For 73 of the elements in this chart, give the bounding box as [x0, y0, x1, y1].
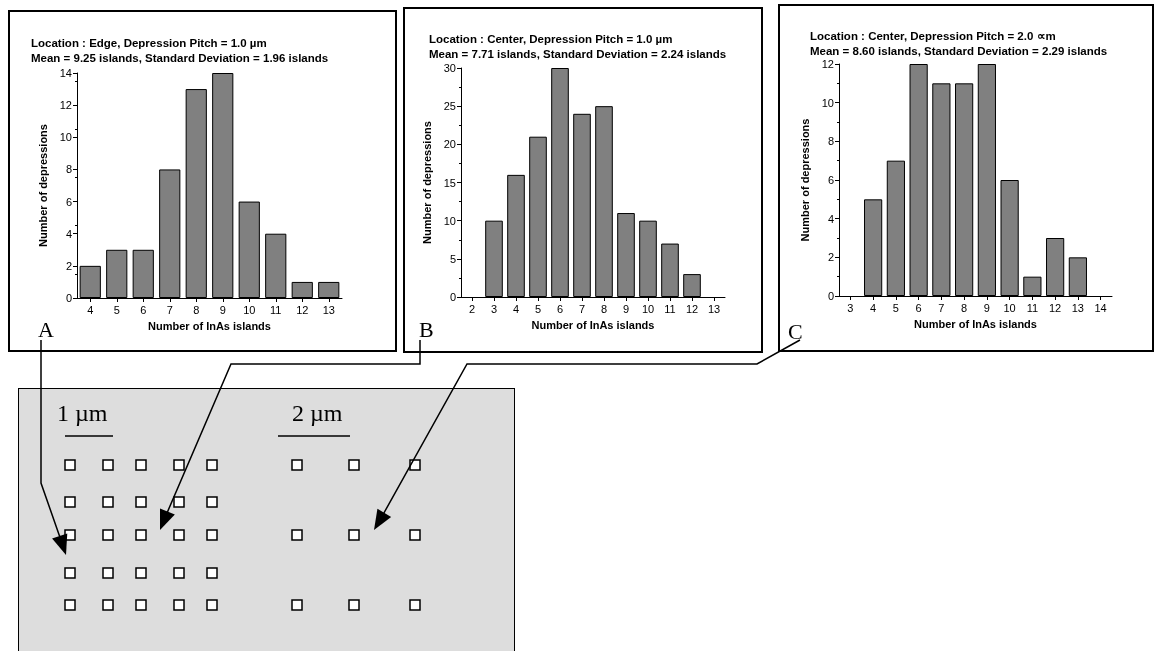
x-tick-label: 8: [961, 301, 968, 314]
x-tick-label: 11: [270, 303, 282, 316]
y-tick-label: 6: [65, 195, 72, 208]
y-tick-label: 12: [59, 99, 72, 112]
x-tick-label: 8: [193, 303, 200, 316]
y-tick-label: 10: [443, 214, 456, 227]
y-tick-label: 12: [821, 58, 834, 70]
x-tick-label: 5: [892, 301, 899, 314]
x-tick-label: 14: [1094, 301, 1107, 314]
x-tick-label: 9: [622, 302, 630, 315]
text: B: [419, 316, 434, 342]
x-tick-label: 7: [938, 301, 945, 314]
y-tick-label: 8: [65, 163, 72, 176]
y-tick-label: 4: [65, 227, 72, 240]
x-tick-label: 12: [1049, 301, 1062, 314]
y-tick-label: 2: [827, 251, 834, 264]
chart-subtitle: Mean = 7.71 islands, Standard Deviation = 2.24 islands: [429, 48, 727, 60]
y-tick-label: 8: [827, 135, 834, 148]
y-tick-label: 0: [827, 290, 834, 302]
y-tick-label: 10: [821, 96, 834, 109]
x-tick-label: 8: [600, 302, 608, 315]
x-tick-label: 4: [870, 301, 877, 314]
chart-title: Location : Center, Depression Pitch = 1.0 µm: [429, 33, 673, 45]
x-tick-label: 7: [578, 302, 586, 315]
x-axis-title: Number of InAs islands: [914, 317, 1037, 330]
chart-subtitle: Mean = 9.25 islands, Standard Deviation = 1.96 islands: [31, 52, 329, 64]
x-tick-label: 13: [1071, 301, 1084, 314]
x-tick-label: 2: [468, 302, 476, 315]
x-axis-title: Number of InAs islands: [148, 319, 271, 332]
x-tick-label: 13: [707, 302, 721, 315]
y-tick-label: 0: [65, 292, 72, 304]
y-tick-label: 10: [59, 131, 72, 144]
y-tick-label: 25: [443, 100, 456, 113]
x-tick-label: 10: [243, 303, 256, 316]
x-tick-label: 3: [847, 301, 854, 314]
x-tick-label: 5: [113, 303, 120, 316]
x-tick-label: 10: [641, 302, 655, 315]
y-tick-label: 30: [443, 62, 456, 74]
y-tick-label: 6: [827, 174, 834, 186]
x-tick-label: 6: [556, 302, 564, 315]
x-tick-label: 12: [685, 302, 699, 315]
y-axis-title: Number of depressions: [799, 118, 812, 242]
y-tick-label: 2: [65, 259, 72, 272]
x-tick-label: 4: [512, 302, 520, 315]
text: A: [38, 316, 54, 342]
y-tick-label: 14: [59, 67, 72, 79]
x-tick-label: 7: [166, 303, 173, 316]
y-tick-label: 4: [827, 212, 834, 225]
y-tick-label: 5: [449, 252, 456, 265]
x-tick-label: 10: [1003, 301, 1016, 314]
x-tick-label: 6: [140, 303, 147, 316]
x-tick-label: 11: [1026, 301, 1039, 314]
chart-title: Location : Edge, Depression Pitch = 1.0 µm: [31, 37, 267, 49]
text: 2 µm: [292, 400, 343, 426]
x-axis-title: Number of InAs islands: [531, 318, 655, 331]
chart-title: Location : Center, Depression Pitch = 2.0 ∝m: [810, 30, 1056, 42]
chart-subtitle: Mean = 8.60 islands, Standard Deviation = 2.29 islands: [810, 45, 1108, 57]
x-tick-label: 5: [534, 302, 542, 315]
x-tick-label: 6: [915, 301, 922, 314]
x-tick-label: 13: [322, 303, 335, 316]
y-tick-label: 20: [443, 138, 456, 151]
y-axis-title: Number of depressions: [421, 121, 434, 244]
x-tick-label: 12: [296, 303, 309, 316]
x-tick-label: 4: [87, 303, 94, 316]
text: 1 µm: [57, 400, 108, 426]
x-tick-label: 9: [983, 301, 990, 314]
y-tick-label: 0: [449, 291, 456, 303]
y-axis-title: Number of depressions: [37, 124, 50, 247]
text: C: [788, 318, 803, 344]
x-tick-label: 3: [490, 302, 498, 315]
y-tick-label: 15: [443, 176, 456, 189]
x-tick-label: 11: [664, 302, 676, 315]
x-tick-label: 9: [219, 303, 226, 316]
